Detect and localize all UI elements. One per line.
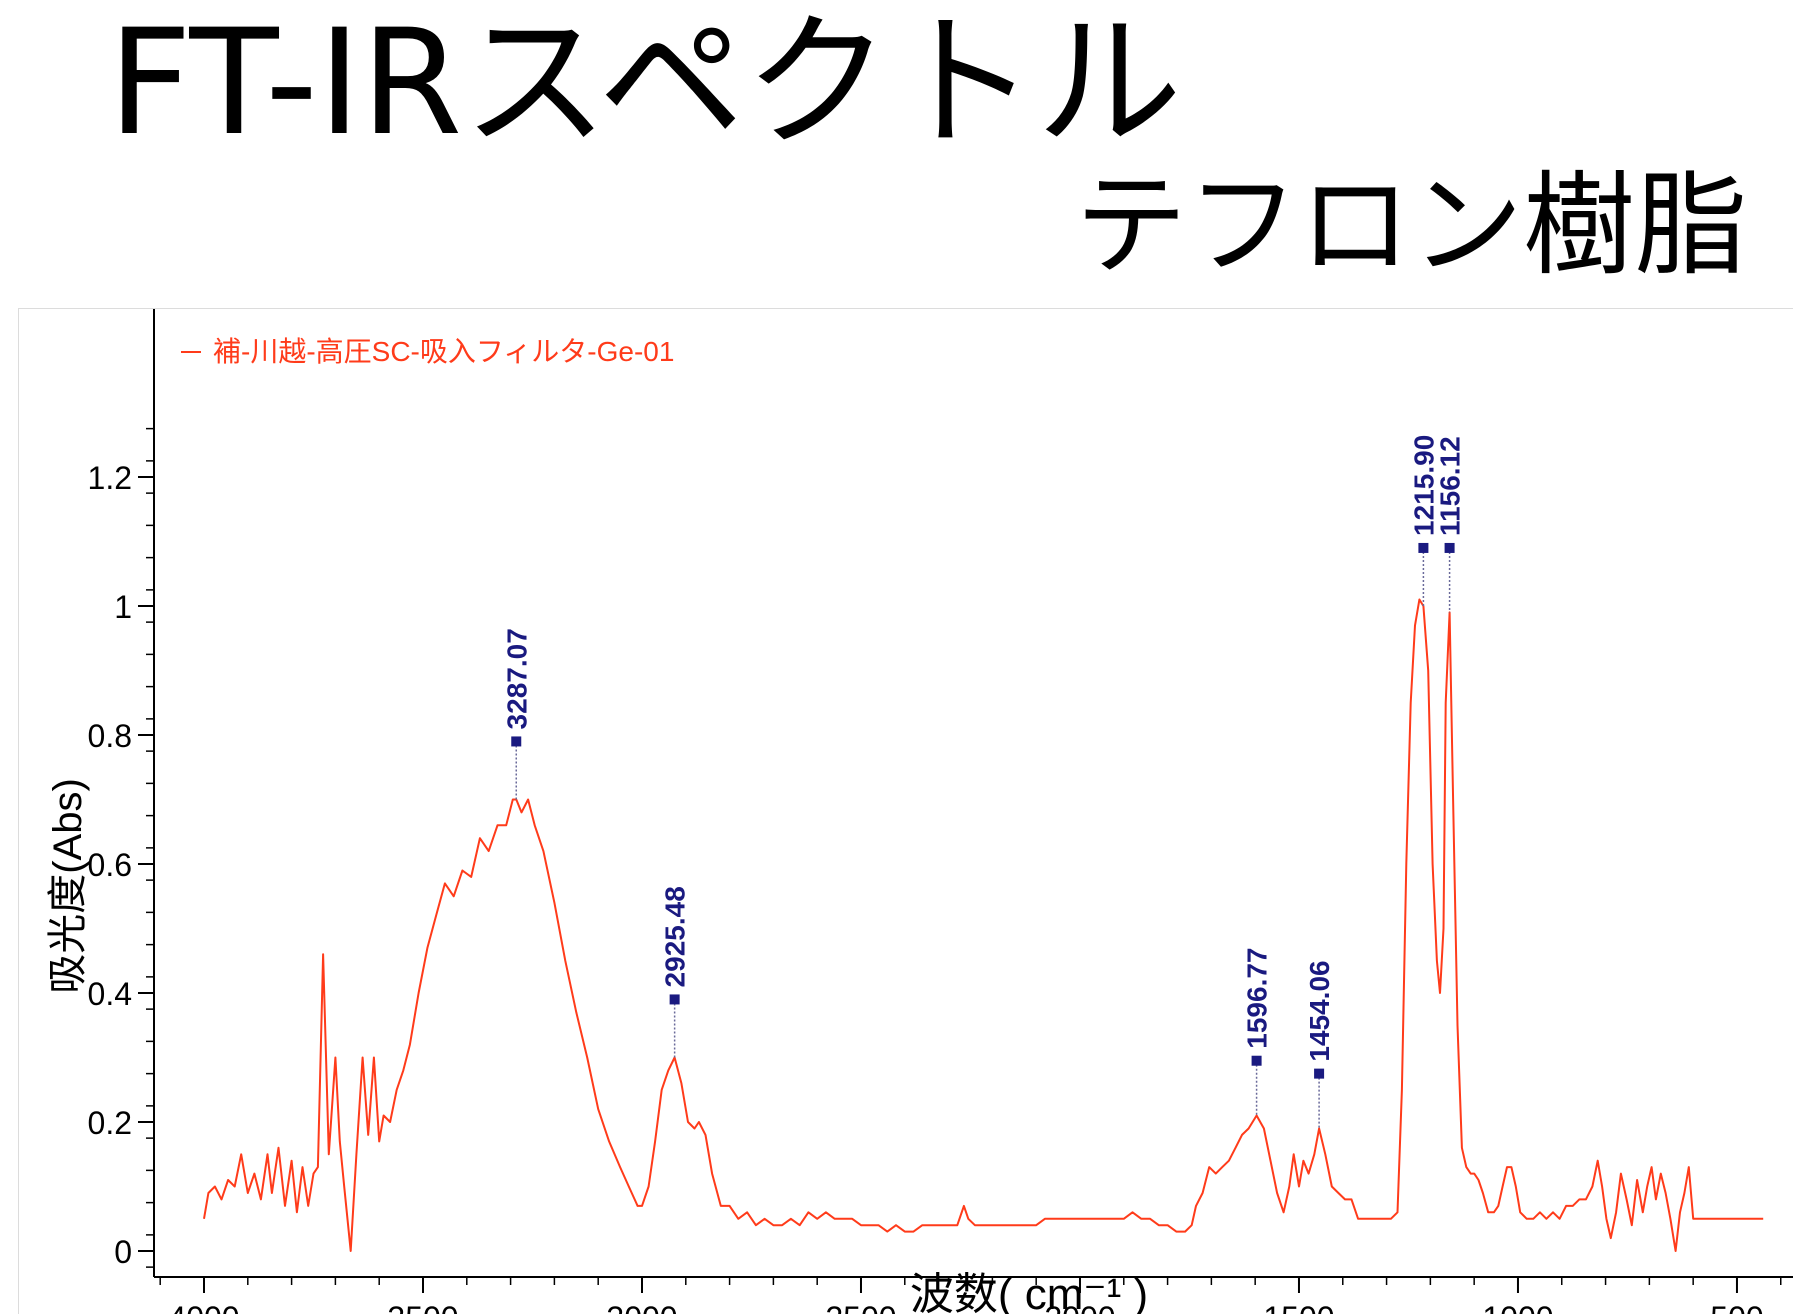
page-subtitle: テフロン樹脂 <box>1075 161 1747 291</box>
peak-annotations: 3287.07 2925.48 1596.77 1454.06 1215.901156.… <box>501 435 1466 1129</box>
y-tick-label: 0.8 <box>88 718 132 754</box>
y-tick-label: 1.2 <box>88 460 132 496</box>
peak-marker <box>511 736 522 747</box>
y-tick-label: 0.4 <box>88 976 132 1012</box>
x-tick-label: 1000 <box>1482 1300 1553 1314</box>
legend-label: 補-川越-高圧SC-吸入フィルタ-Ge-01 <box>213 336 674 367</box>
x-tick-label: 500 <box>1710 1300 1763 1314</box>
y-tick-label: 0 <box>114 1234 132 1270</box>
peak-marker <box>1444 542 1455 553</box>
x-tick-label: 4000 <box>168 1300 239 1314</box>
peak-marker <box>1251 1055 1262 1066</box>
y-tick-label: 0.6 <box>88 847 132 883</box>
x-tick-label: 3000 <box>606 1300 677 1314</box>
peak-marker <box>1418 542 1429 553</box>
peak-label: 1215.90 <box>1408 435 1439 536</box>
peak-marker <box>669 994 680 1005</box>
y-tick-label: 1 <box>114 589 132 625</box>
peak-label: 1454.06 <box>1304 960 1335 1061</box>
x-axis-title: 波数( cm⁻¹ ) <box>910 1270 1148 1314</box>
x-tick-label: 3500 <box>387 1300 458 1314</box>
peak-label: 3287.07 <box>501 628 532 729</box>
axes: 0 0.2 0.4 0.6 0.8 1 1.2 4000 3500 3000 2500 2000 150… <box>88 309 1793 1314</box>
peak-label: 2925.48 <box>660 886 691 987</box>
ir-spectrum-chart: 0 0.2 0.4 0.6 0.8 1 1.2 4000 3500 3000 2500 2000 150… <box>46 309 1793 1314</box>
peak-label: 1596.77 <box>1242 948 1273 1049</box>
x-tick-label: 1500 <box>1263 1300 1334 1314</box>
series-layer <box>203 598 1764 1252</box>
page-title: FT-IRスペクトル <box>108 0 1183 168</box>
x-tick-label: 2000 <box>1044 1300 1115 1314</box>
peak-label: 1156.12 <box>1435 436 1466 536</box>
x-tick-label: 2500 <box>825 1300 896 1314</box>
spectrum-line <box>203 598 1764 1252</box>
chart-panel: 0 0.2 0.4 0.6 0.8 1 1.2 4000 3500 3000 2500 2000 150… <box>18 308 1793 1314</box>
y-axis-title: 吸光度(Abs) <box>46 778 90 994</box>
legend: 補-川越-高圧SC-吸入フィルタ-Ge-01 <box>181 336 674 367</box>
y-tick-label: 0.2 <box>88 1105 132 1141</box>
peak-marker <box>1314 1068 1325 1079</box>
